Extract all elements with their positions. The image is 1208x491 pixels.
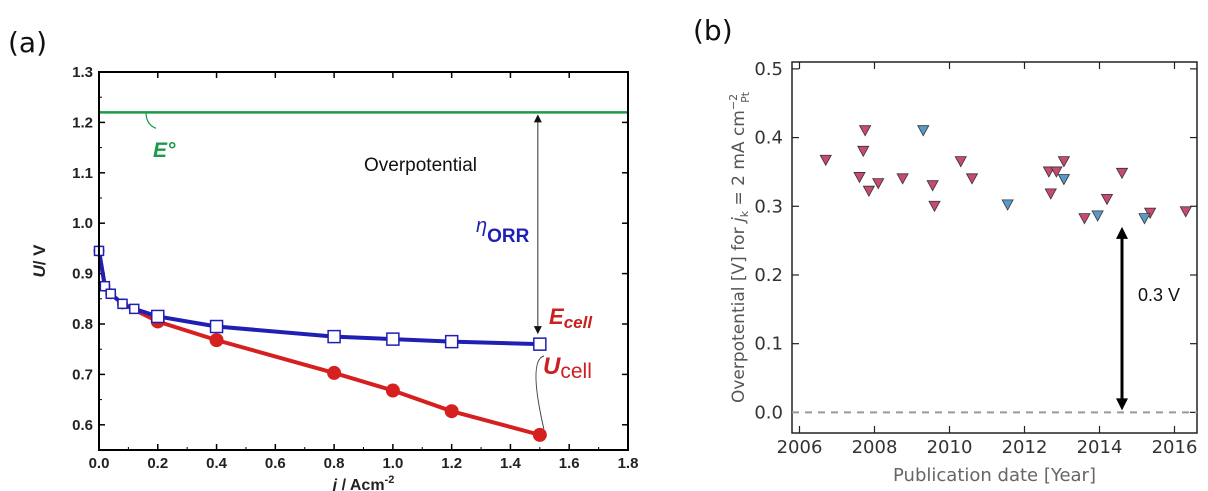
- red-point: [1143, 207, 1157, 219]
- y-tick-label: 0.2: [754, 265, 783, 286]
- ecell-point: [209, 319, 224, 334]
- x-tick-label: 1.6: [559, 455, 580, 472]
- red-point: [896, 173, 909, 185]
- overpotential-label: Overpotential: [364, 155, 477, 176]
- x-tick-label: 0.8: [324, 455, 345, 472]
- y-tick-label: 0.6: [72, 417, 93, 434]
- y-tick-label: 1.0: [72, 215, 93, 232]
- arrow-head-down: [1116, 398, 1128, 411]
- x-tick-label: 0.6: [265, 455, 286, 472]
- red-point: [1057, 156, 1071, 168]
- blue-point: [1057, 174, 1071, 186]
- x-tick-label: 2016: [1152, 437, 1198, 458]
- ecell-point: [129, 303, 140, 315]
- y-tick-label: 0.7: [72, 366, 93, 383]
- red-point: [1179, 206, 1192, 218]
- red-point: [1042, 166, 1056, 178]
- x-tick-label: 1.4: [500, 455, 522, 472]
- red-point: [853, 172, 866, 184]
- red-point: [926, 180, 939, 192]
- red-point: [858, 125, 872, 137]
- x-tick-label: 2006: [777, 437, 823, 458]
- ecell-point: [99, 280, 111, 292]
- y-tick-label: 0.9: [72, 266, 93, 283]
- x-tick-label: 2012: [1002, 437, 1048, 458]
- panel-b-label: (b): [693, 14, 733, 47]
- y-axis-label: U/ V: [30, 244, 49, 278]
- eta-arrow-head-down: [533, 326, 542, 335]
- y-axis-label: Overpotential [V] for jk = 2 mA cm−2Pt: [727, 91, 752, 403]
- y-tick-label: 0.4: [754, 128, 783, 149]
- plot-frame: [791, 61, 1198, 434]
- ecell-label: Ecell: [549, 304, 593, 332]
- ucell-point: [532, 427, 547, 442]
- eta-orr-label: ηORR: [476, 215, 530, 247]
- x-tick-label: 2014: [1077, 437, 1123, 458]
- x-tick-label: 1.8: [618, 455, 639, 472]
- x-tick-label: 0.4: [206, 455, 228, 472]
- ecell-point: [533, 337, 547, 351]
- ucell-point: [385, 383, 400, 398]
- y-tick-label: 0.0: [754, 402, 783, 423]
- y-tick-label: 1.3: [72, 64, 93, 81]
- blue-point: [1091, 210, 1104, 222]
- ucell-pointer: [535, 355, 545, 429]
- eta-arrow-head-up: [533, 114, 542, 123]
- ecell-point: [327, 329, 341, 344]
- x-tick-label: 1.2: [441, 455, 462, 472]
- red-point: [872, 178, 885, 190]
- plot-frame: [98, 71, 629, 451]
- ecell-point: [117, 298, 128, 310]
- ucell-point: [327, 365, 342, 380]
- red-point: [1044, 188, 1057, 200]
- red-point: [954, 156, 967, 168]
- red-point: [1050, 166, 1063, 178]
- ecell-point: [151, 309, 165, 324]
- red-point: [1115, 167, 1129, 180]
- red-point: [857, 145, 870, 158]
- ecell-point: [444, 334, 459, 349]
- x-tick-label: 2010: [927, 437, 973, 458]
- y-tick-label: 1.2: [72, 114, 93, 131]
- y-tick-label: 0.5: [754, 59, 783, 80]
- x-axis-label: Publication date [Year]: [893, 465, 1096, 486]
- red-point: [928, 200, 941, 213]
- e0-pointer: [145, 112, 157, 129]
- red-point: [819, 154, 832, 167]
- arrow-head-up: [1116, 226, 1128, 239]
- ucell-point: [444, 404, 459, 419]
- ecell-point: [105, 288, 117, 300]
- x-tick-label: 1.0: [382, 455, 403, 472]
- panel-a-label: (a): [8, 26, 47, 59]
- ucell-point: [209, 333, 224, 348]
- ucell-label: Ucell: [543, 353, 592, 383]
- blue-point: [917, 125, 930, 137]
- red-point: [1100, 194, 1114, 206]
- y-tick-label: 0.3: [754, 196, 783, 217]
- arrow-label: 0.3 V: [1138, 285, 1180, 305]
- y-tick-label: 0.1: [754, 334, 783, 355]
- e0-label: E°: [153, 139, 176, 162]
- red-point: [1078, 213, 1091, 225]
- ecell-line: [97, 250, 540, 347]
- x-axis-label: j / Acm-2: [331, 474, 395, 491]
- red-point: [965, 173, 979, 185]
- panel-a-chart: (a) 0.0 0.2 0.4 0.6 0.8 1.0 1.2 1.4 1.6 1.8 0.6 0.7 0…: [8, 26, 638, 491]
- blue-point: [1138, 213, 1151, 225]
- y-tick-label: 1.1: [72, 165, 93, 182]
- red-point: [862, 185, 876, 197]
- ecell-point: [386, 332, 400, 346]
- blue-point: [1001, 199, 1014, 211]
- panel-b-chart: (b) 2006 2008 2010 2012 2014 2016 0.0 0.1 0.2 0.3 0…: [693, 14, 1198, 486]
- y-tick-label: 0.8: [72, 316, 93, 333]
- x-tick-label: 0.0: [89, 455, 110, 472]
- x-tick-label: 2008: [852, 437, 898, 458]
- x-tick-label: 0.2: [147, 455, 168, 472]
